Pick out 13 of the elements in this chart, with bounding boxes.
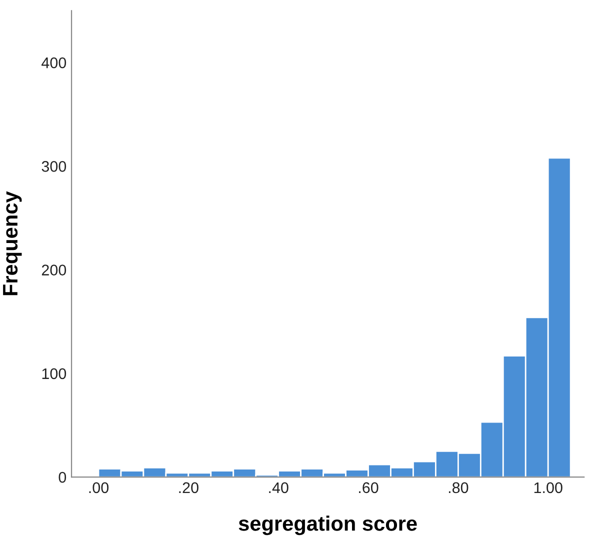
x-axis-title: segregation score xyxy=(238,516,417,536)
y-tick-label: 200 xyxy=(42,264,66,276)
x-tick-label: .00 xyxy=(89,482,109,494)
y-tick-label: 0 xyxy=(58,472,66,483)
x-tick-label: 1.00 xyxy=(534,482,562,494)
y-tick-label: 100 xyxy=(42,368,66,380)
x-tick-label: .60 xyxy=(359,482,378,494)
x-tick-label: .80 xyxy=(448,482,468,494)
y-tick-label: 300 xyxy=(42,161,66,172)
y-axis-title: Frequency xyxy=(3,191,22,296)
y-tick-label: 400 xyxy=(42,57,66,68)
x-tick-label: .40 xyxy=(269,482,288,494)
x-tick-label: .20 xyxy=(179,482,198,494)
